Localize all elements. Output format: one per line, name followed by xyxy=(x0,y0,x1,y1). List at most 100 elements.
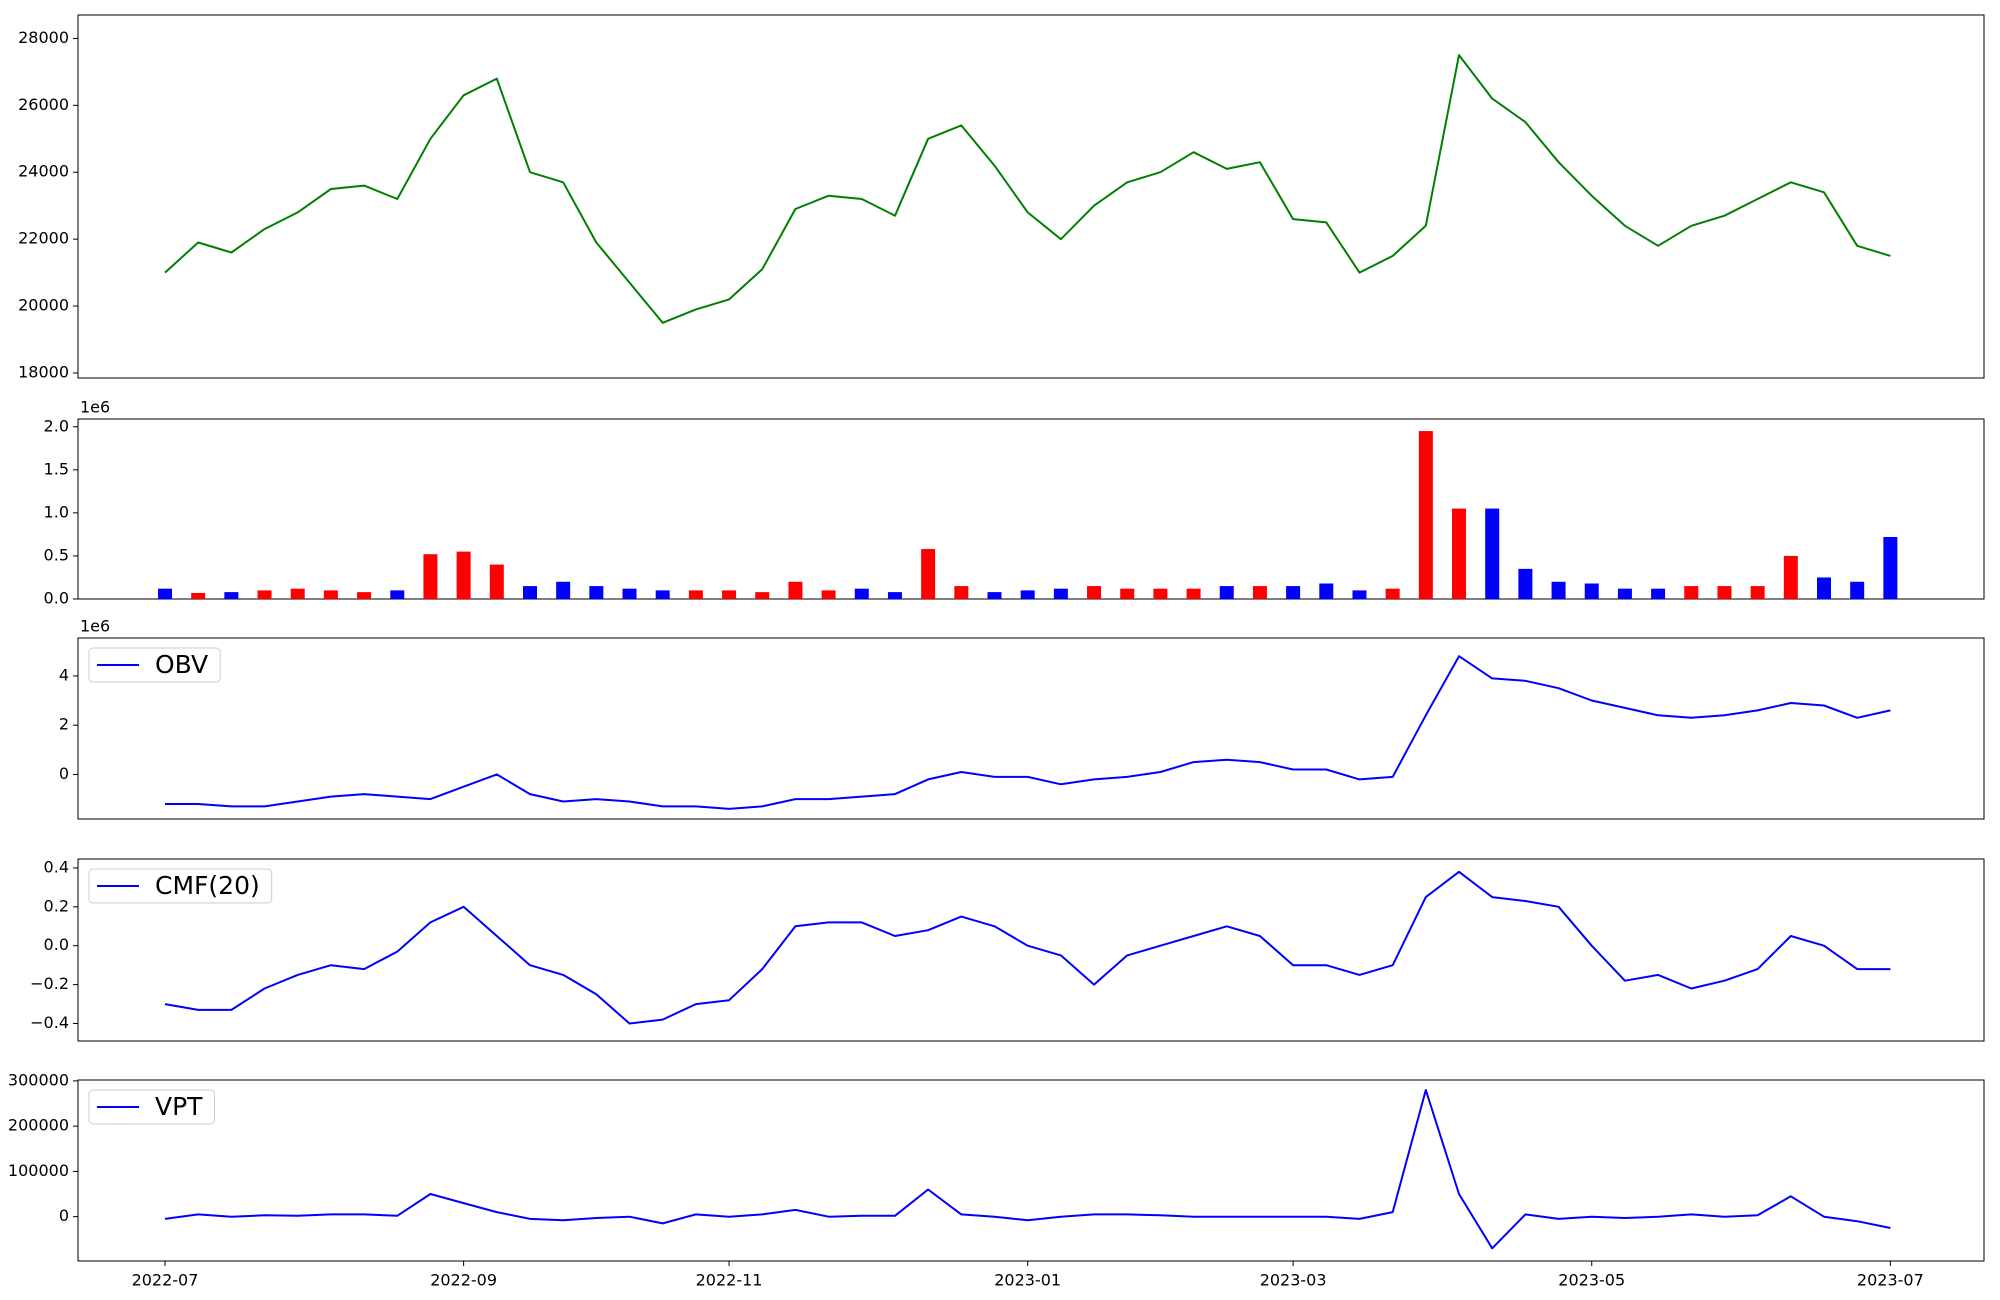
volume-bar xyxy=(987,592,1002,599)
volume-bar xyxy=(423,554,438,599)
y-tick-label: 4 xyxy=(59,665,69,684)
y-tick-label: 28000 xyxy=(18,28,69,47)
data-line xyxy=(165,655,1891,810)
legend-box xyxy=(88,647,221,683)
volume-bar xyxy=(722,590,737,599)
volume-bar xyxy=(589,586,604,599)
y-tick-label: 300000 xyxy=(8,1070,69,1089)
x-tick-label: 2022-11 xyxy=(696,1271,763,1290)
y-tick-label: 26000 xyxy=(18,95,69,114)
volume-bar xyxy=(887,592,902,599)
volume-bar xyxy=(489,564,504,599)
volume-bar xyxy=(1651,588,1666,599)
y-tick-label: 0 xyxy=(59,1206,69,1225)
data-line xyxy=(164,870,1891,1025)
y-tick-label: −0.2 xyxy=(30,974,69,993)
x-tick-label: 2023-01 xyxy=(994,1271,1061,1290)
y-tick-label: 200000 xyxy=(8,1116,69,1135)
volume-bar xyxy=(1186,588,1201,599)
volume-bar xyxy=(456,551,471,599)
volume-bar xyxy=(622,588,637,599)
volume-bar xyxy=(224,592,239,599)
volume-bar xyxy=(1783,555,1798,599)
volume-bar xyxy=(655,590,670,599)
x-tick-label: 2023-05 xyxy=(1558,1271,1625,1290)
volume-bar xyxy=(688,590,703,599)
volume-bar xyxy=(1319,583,1334,599)
x-tick-label: 2022-07 xyxy=(132,1271,199,1290)
volume-bar xyxy=(755,592,770,599)
y-tick-label: 0.4 xyxy=(44,857,69,876)
volume-bar xyxy=(1120,588,1135,599)
plot-frame xyxy=(77,418,1985,600)
volume-bar xyxy=(1551,581,1566,599)
volume-bar xyxy=(1817,577,1831,599)
volume-bar xyxy=(821,590,836,599)
legend-text: CMF(20) xyxy=(155,871,260,900)
volume-bar xyxy=(1518,568,1533,599)
volume-bar xyxy=(522,586,537,599)
volume-bar xyxy=(854,588,869,599)
volume-bar xyxy=(1053,588,1068,599)
legend-box xyxy=(88,1089,215,1125)
volume-bar xyxy=(1452,508,1467,599)
volume-bar xyxy=(1020,590,1035,599)
plot-frame xyxy=(77,637,1985,820)
volume-bar xyxy=(191,592,206,599)
x-tick-label: 2023-03 xyxy=(1260,1271,1327,1290)
volume-bar xyxy=(954,586,969,599)
volume-bar xyxy=(1219,586,1234,599)
volume-bar xyxy=(257,590,272,599)
y-offset-label: 1e6 xyxy=(80,617,110,636)
volume-bar xyxy=(1286,586,1301,599)
volume-bar xyxy=(1087,586,1102,599)
volume-bar xyxy=(1352,590,1367,599)
volume-bar xyxy=(1617,588,1632,599)
volume-bar xyxy=(1850,581,1865,599)
volume-bar xyxy=(290,588,305,599)
y-tick-label: 2 xyxy=(59,715,69,734)
volume-bar xyxy=(158,588,172,599)
plot-frame xyxy=(77,858,1985,1042)
volume-bar xyxy=(1252,586,1267,599)
volume-bar xyxy=(1750,586,1765,599)
plot-frame xyxy=(77,14,1985,379)
y-tick-label: 0.2 xyxy=(44,896,69,915)
x-tick-label: 2023-07 xyxy=(1857,1271,1924,1290)
data-line xyxy=(164,1089,1891,1250)
volume-bar xyxy=(1485,508,1500,599)
volume-bar xyxy=(1717,586,1732,599)
legend-text: OBV xyxy=(155,650,208,679)
volume-bar xyxy=(1684,586,1699,599)
volume-bar xyxy=(556,581,571,599)
volume-bar xyxy=(1418,431,1433,599)
volume-bar xyxy=(357,592,372,599)
volume-bar xyxy=(1153,588,1168,599)
volume-bar xyxy=(1584,583,1599,599)
volume-bar xyxy=(1883,536,1898,599)
volume-bar xyxy=(1385,588,1400,599)
y-offset-label: 1e6 xyxy=(80,398,110,417)
volume-bar xyxy=(390,590,405,599)
legend-text: VPT xyxy=(155,1092,203,1121)
y-tick-label: 20000 xyxy=(18,296,69,315)
volume-bar xyxy=(323,590,338,599)
y-tick-label: 0.0 xyxy=(44,589,69,608)
plot-frame xyxy=(77,1079,1985,1262)
y-tick-label: 18000 xyxy=(18,362,69,381)
y-tick-label: 0.5 xyxy=(44,545,69,564)
volume-bar xyxy=(921,549,936,599)
y-tick-label: 24000 xyxy=(18,162,69,181)
y-tick-label: 1.5 xyxy=(44,459,69,478)
y-tick-label: 1.0 xyxy=(44,502,69,521)
legend-box xyxy=(88,868,273,904)
x-tick-label: 2022-09 xyxy=(430,1271,497,1290)
y-tick-label: 0 xyxy=(59,764,69,783)
y-tick-label: −0.4 xyxy=(30,1013,69,1032)
y-tick-label: 22000 xyxy=(18,229,69,248)
y-tick-label: 0.0 xyxy=(44,935,69,954)
volume-bar xyxy=(788,581,803,599)
y-tick-label: 2.0 xyxy=(44,416,69,435)
data-line xyxy=(164,54,1891,324)
